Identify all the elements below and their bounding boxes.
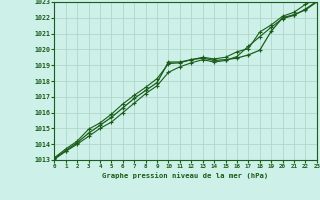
X-axis label: Graphe pression niveau de la mer (hPa): Graphe pression niveau de la mer (hPa)	[102, 172, 269, 179]
